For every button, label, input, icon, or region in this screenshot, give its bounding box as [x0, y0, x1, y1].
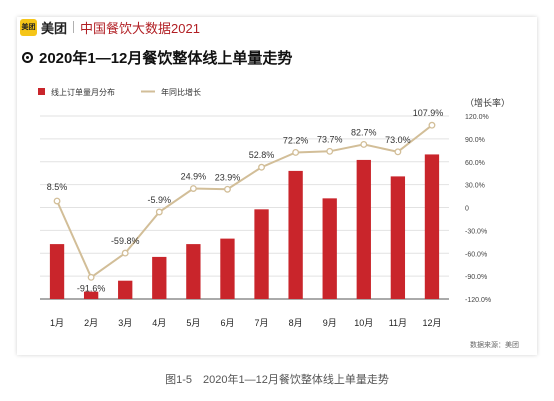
x-tick-label: 2月	[84, 318, 98, 328]
x-tick-label: 11月	[389, 318, 407, 328]
chart-svg: 120.0% 90.0% 60.0% 30.0% 0 -30.0% -60.0% -90.0%…	[38, 87, 519, 349]
growth-data-label: 73.0%	[385, 135, 411, 145]
bullet-icon	[22, 52, 33, 63]
brand-header: 美团 美团 中国餐饮大数据2021	[20, 17, 200, 37]
bar	[254, 209, 269, 299]
x-tick-label: 7月	[255, 318, 269, 328]
growth-data-label: 52.8%	[249, 150, 275, 160]
right-axis-tick-label: 60.0%	[465, 160, 485, 167]
growth-point	[189, 185, 197, 192]
x-tick-label: 3月	[118, 318, 132, 328]
growth-data-label: 82.7%	[351, 127, 377, 137]
growth-data-label: -59.8%	[111, 236, 140, 246]
right-axis-tick-label: -120.0%	[465, 297, 491, 304]
legend-bar-label: 线上订单量月分布	[51, 87, 115, 97]
brand-subtitle: 中国餐饮大数据2021	[80, 20, 200, 36]
chart-title-row: 2020年1—12月餐饮整体线上单量走势	[22, 47, 292, 68]
growth-point	[394, 148, 402, 156]
figure-caption: 图1-5 2020年1—12月餐饮整体线上单量走势	[165, 374, 389, 386]
growth-point	[428, 121, 436, 129]
bar	[390, 176, 406, 299]
growth-point	[224, 185, 231, 193]
growth-point	[326, 147, 334, 155]
growth-point	[292, 148, 300, 156]
growth-point	[258, 163, 265, 171]
bar	[152, 256, 167, 299]
right-axis-tick-label: 120.0%	[465, 114, 489, 121]
growth-line	[56, 124, 433, 279]
bar	[424, 154, 440, 299]
legend-line-label: 年同比增长	[161, 87, 201, 97]
bar	[220, 238, 235, 299]
meituan-logo-icon: 美团	[20, 18, 37, 36]
growth-point	[87, 273, 95, 281]
chart-title: 2020年1—12月餐饮整体线上单量走势	[39, 50, 293, 67]
x-tick-label: 8月	[289, 318, 303, 328]
right-axis-tick-label: -30.0%	[465, 228, 487, 235]
right-axis-tick-label: -60.0%	[465, 251, 487, 258]
x-tick-label: 12月	[422, 318, 441, 328]
bar	[322, 198, 337, 299]
x-tick-label: 5月	[186, 318, 200, 328]
x-tick-label: 4月	[152, 318, 166, 328]
growth-point	[53, 197, 61, 205]
growth-data-label: 23.9%	[215, 172, 241, 182]
bar	[186, 244, 201, 299]
right-axis-tick-label: 90.0%	[465, 137, 485, 144]
bar	[118, 280, 133, 299]
growth-data-label: 72.2%	[283, 135, 309, 145]
growth-data-label: -5.9%	[148, 195, 172, 205]
bar	[49, 244, 65, 299]
bar	[288, 170, 303, 299]
growth-point	[155, 208, 163, 216]
growth-point	[121, 249, 129, 257]
legend-bar-swatch	[38, 88, 45, 95]
x-tick-label: 9月	[323, 318, 337, 328]
growth-data-label: -91.6%	[77, 283, 106, 293]
right-axis-tick-label: 0	[465, 206, 469, 213]
x-tick-label: 10月	[354, 318, 373, 328]
x-tick-label: 1月	[50, 318, 64, 328]
growth-data-label: 107.9%	[413, 108, 444, 118]
brand-divider	[73, 21, 75, 33]
growth-data-label: 73.7%	[317, 134, 343, 144]
right-axis-tick-label: 30.0%	[465, 183, 485, 190]
bar	[83, 291, 99, 299]
right-axis-tick-label: -90.0%	[465, 274, 487, 281]
data-source: 数据来源：美团	[470, 340, 519, 349]
bar	[356, 159, 371, 299]
brand-name: 美团	[41, 20, 68, 36]
growth-data-label: 24.9%	[181, 172, 207, 182]
x-tick-label: 6月	[220, 318, 234, 328]
growth-point	[360, 140, 368, 148]
growth-data-label: 8.5%	[47, 182, 68, 192]
right-axis-label: （增长率）	[465, 97, 510, 108]
